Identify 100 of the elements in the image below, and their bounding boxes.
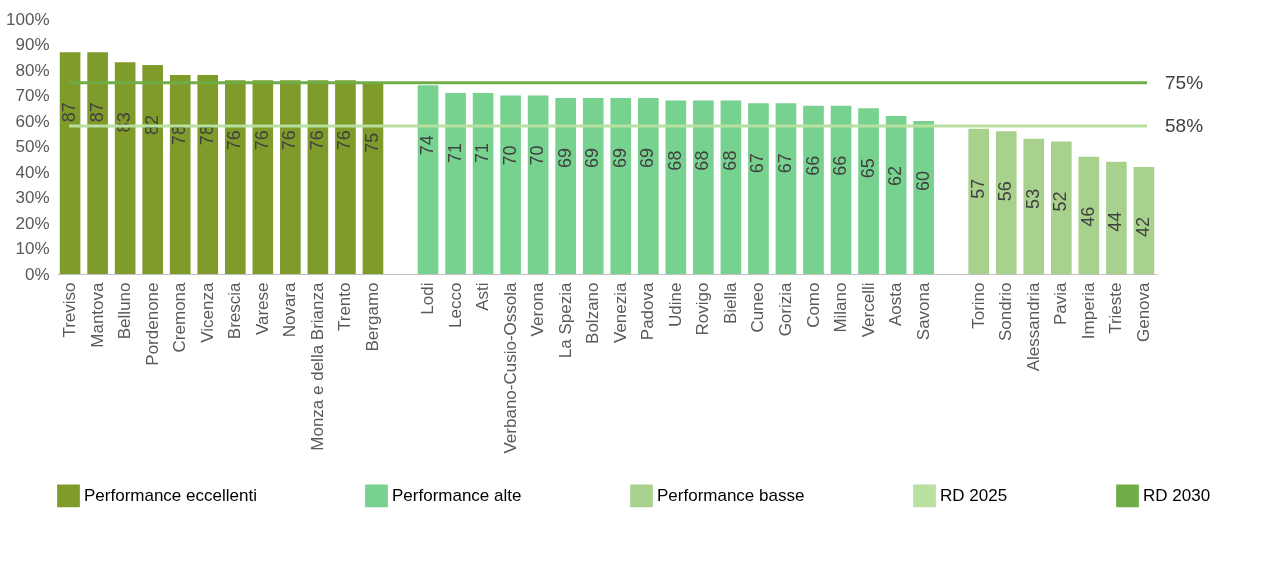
bar xyxy=(748,103,769,274)
x-tick-label: Venezia xyxy=(610,281,630,343)
x-tick-label: Pordenone xyxy=(142,282,162,366)
bar xyxy=(830,105,852,274)
x-tick-label: Lecco xyxy=(445,282,465,328)
bar xyxy=(913,121,934,274)
data-label: 87 xyxy=(86,102,107,123)
x-tick-label: Cremona xyxy=(170,281,190,353)
data-label: 76 xyxy=(306,130,327,151)
bar xyxy=(555,98,577,274)
bar xyxy=(87,52,108,274)
x-tick-label: Lodi xyxy=(418,282,438,315)
legend-label: RD 2025 xyxy=(940,485,1008,505)
bar xyxy=(252,80,274,274)
x-tick-label: Genova xyxy=(1133,281,1153,343)
bar xyxy=(885,115,907,274)
bar xyxy=(472,92,494,274)
data-label: 66 xyxy=(830,155,851,176)
y-tick-label: 50% xyxy=(15,137,50,156)
x-tick-label: Belluno xyxy=(115,282,135,340)
x-tick-label: Verbano-Cusio-Ossola xyxy=(500,281,520,454)
data-label: 70 xyxy=(499,145,520,166)
bar xyxy=(224,80,246,274)
data-label: 71 xyxy=(472,142,493,163)
data-label: 69 xyxy=(582,148,603,169)
x-tick-label: Aosta xyxy=(886,281,906,326)
bar xyxy=(280,80,301,274)
data-label: 67 xyxy=(747,153,768,174)
data-label: 68 xyxy=(664,150,685,171)
bar xyxy=(197,75,219,274)
x-tick-label: Pavia xyxy=(1051,281,1071,326)
x-tick-label: Treviso xyxy=(60,282,80,338)
x-tick-label: Asti xyxy=(473,282,493,311)
bar xyxy=(803,105,824,274)
bar xyxy=(665,100,687,274)
legend-label: Performance alte xyxy=(392,485,522,505)
data-label: 44 xyxy=(1105,211,1126,232)
y-tick-label: 80% xyxy=(15,60,50,80)
bar xyxy=(1133,166,1155,274)
data-label: 75 xyxy=(361,132,382,153)
data-label: 46 xyxy=(1077,206,1098,227)
bar xyxy=(858,108,879,274)
x-tick-label: Varese xyxy=(252,282,272,336)
y-tick-label: 30% xyxy=(15,188,50,207)
data-label: 68 xyxy=(719,150,740,171)
text: 58% xyxy=(1165,115,1204,137)
x-tick-label: Bergamo xyxy=(362,282,382,352)
bar xyxy=(169,75,191,274)
bar xyxy=(362,82,384,274)
data-label: 76 xyxy=(251,130,272,151)
data-label: 62 xyxy=(885,165,906,186)
x-tick-label: Padova xyxy=(638,281,658,341)
x-tick-label: Imperia xyxy=(1078,281,1098,340)
y-tick-label: 10% xyxy=(15,239,50,258)
data-label: 66 xyxy=(802,155,823,176)
bar xyxy=(1078,156,1100,274)
x-tick-label: Rovigo xyxy=(693,282,713,336)
bar xyxy=(1050,141,1072,274)
bar xyxy=(693,100,714,274)
y-tick-label: 70% xyxy=(15,86,50,105)
data-label: 53 xyxy=(1022,188,1043,209)
data-label: 52 xyxy=(1050,191,1071,212)
data-label: 87 xyxy=(59,102,80,123)
x-tick-label: Sondrio xyxy=(996,282,1016,342)
bar xyxy=(500,95,521,274)
bar xyxy=(610,98,632,274)
y-tick-label: 90% xyxy=(15,35,50,54)
x-tick-label: Alessandria xyxy=(1023,281,1043,372)
bar xyxy=(582,98,604,274)
x-tick-label: Brescia xyxy=(225,281,245,340)
x-tick-label: Gorizia xyxy=(775,281,795,337)
y-tick-label: 0% xyxy=(24,264,50,284)
bar xyxy=(417,85,439,274)
x-tick-label: Cuneo xyxy=(748,282,768,333)
data-label: 76 xyxy=(224,130,245,151)
data-label: 71 xyxy=(444,142,465,163)
x-tick-label: La Spezia xyxy=(555,281,575,359)
data-label: 67 xyxy=(774,153,795,174)
data-label: 60 xyxy=(912,171,933,192)
data-label: 42 xyxy=(1132,216,1153,237)
x-tick-label: Biella xyxy=(720,281,740,325)
bar xyxy=(335,80,356,274)
bar xyxy=(114,62,136,274)
x-tick-label: Savona xyxy=(913,281,933,341)
bar xyxy=(307,80,329,274)
y-tick-label: 100% xyxy=(6,9,50,29)
data-label: 69 xyxy=(554,148,575,169)
x-tick-label: Trento xyxy=(335,282,355,332)
bar xyxy=(637,98,659,274)
bar xyxy=(995,131,1017,274)
data-label: 57 xyxy=(967,178,988,199)
bar xyxy=(59,52,81,274)
x-tick-label: Bolzano xyxy=(583,282,603,344)
bar xyxy=(968,128,990,274)
bar xyxy=(720,100,742,274)
bar xyxy=(1023,138,1045,274)
legend-label: Performance eccellenti xyxy=(84,485,257,505)
x-tick-label: Como xyxy=(803,282,823,328)
x-tick-label: Monza e della Brianza xyxy=(307,281,327,451)
bar xyxy=(775,103,797,274)
